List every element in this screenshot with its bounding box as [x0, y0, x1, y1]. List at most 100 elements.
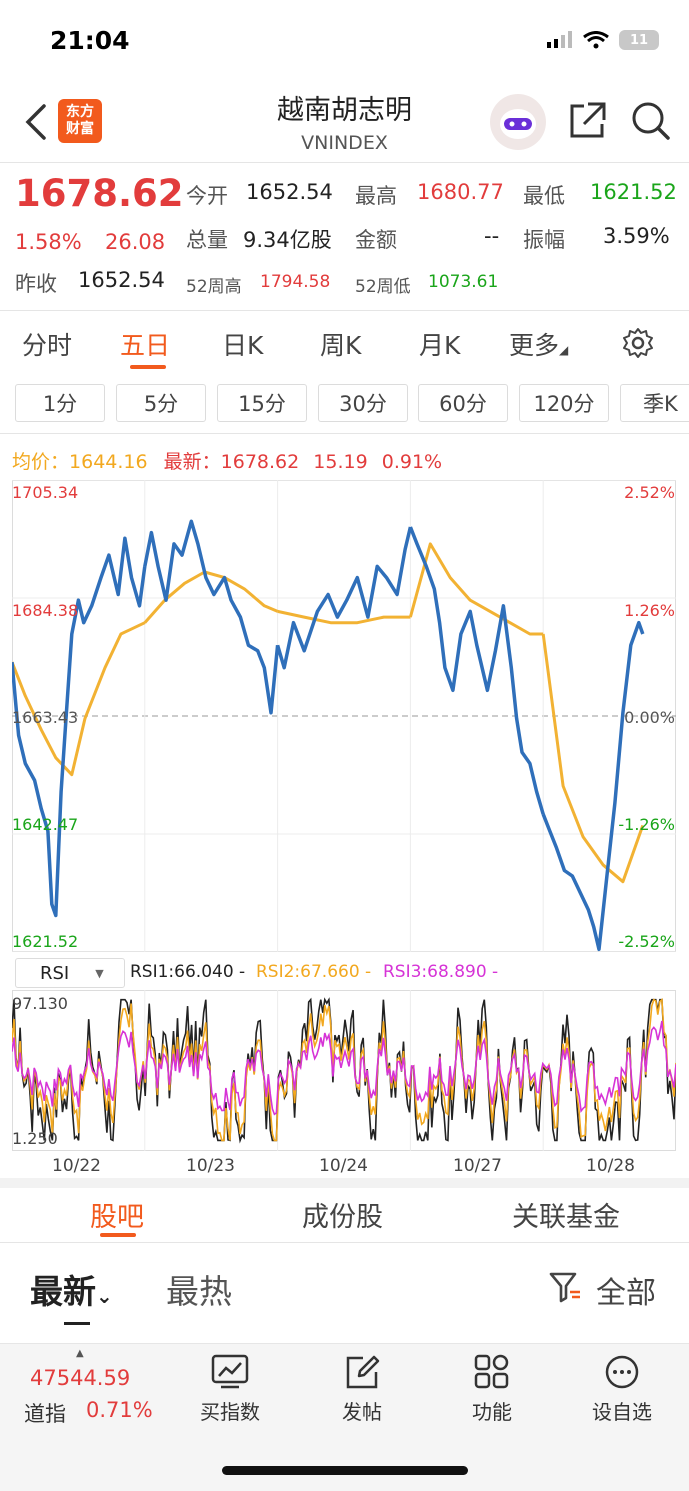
robot-icon — [500, 109, 536, 139]
tab-related-funds[interactable]: 关联基金 — [512, 1202, 620, 1233]
quote-divider — [0, 310, 689, 311]
amplitude-label: 振幅 — [523, 228, 565, 252]
date-label: 10/22 — [52, 1156, 101, 1176]
price-chart — [12, 480, 676, 952]
indicator-select[interactable]: RSI ▼ — [15, 958, 125, 988]
dow-percent: 0.71% — [86, 1398, 153, 1422]
low-value: 1621.52 — [590, 180, 677, 204]
tab-constituents[interactable]: 成份股 — [302, 1202, 383, 1233]
y-tick-top: 1705.34 — [12, 483, 79, 502]
sort-hot[interactable]: 最热 — [166, 1272, 232, 1311]
change-value: 26.08 — [105, 230, 166, 254]
status-time: 21:04 — [50, 26, 130, 55]
edit-icon — [346, 1355, 380, 1389]
w52-high-value: 1794.58 — [260, 272, 331, 292]
avg-price-line — [408, 542, 544, 636]
filter-icon[interactable] — [548, 1270, 582, 1304]
rsi2-line — [12, 998, 676, 1142]
forum-tab-indicator — [100, 1233, 136, 1237]
tab-five-day[interactable]: 五日 — [120, 331, 171, 360]
tab-intraday[interactable]: 分时 — [22, 331, 73, 360]
prev-close-label: 昨收 — [15, 272, 57, 296]
amplitude-value: 3.59% — [603, 224, 670, 248]
pct-tick-lower: -1.26% — [618, 815, 675, 834]
dropdown-triangle-icon: ▼ — [95, 966, 104, 980]
date-label: 10/23 — [186, 1156, 235, 1176]
nav-watchlist-label: 设自选 — [592, 1400, 652, 1424]
high-value: 1680.77 — [417, 180, 504, 204]
date-label: 10/24 — [319, 1156, 368, 1176]
active-tab-indicator — [130, 365, 166, 369]
interval-quarter-k[interactable]: 季K — [620, 384, 689, 422]
share-icon[interactable] — [566, 100, 608, 142]
back-icon[interactable] — [22, 100, 50, 144]
filter-all-label[interactable]: 全部 — [596, 1276, 656, 1311]
home-indicator — [222, 1466, 468, 1475]
pct-tick-bottom: -2.52% — [618, 932, 675, 951]
avg-value: 1644.16 — [69, 451, 148, 473]
date-label: 10/28 — [586, 1156, 635, 1176]
tab-daily-k[interactable]: 日K — [222, 331, 264, 360]
caret-down-icon: ◢ — [559, 343, 569, 357]
app-logo: 东方 财富 — [58, 99, 102, 143]
tabs-divider — [0, 1242, 689, 1243]
chart-info-line: 均价：1644.16 最新：1678.62 15.19 0.91% — [12, 447, 442, 474]
logo-line2: 财富 — [66, 121, 94, 137]
open-value: 1652.54 — [246, 180, 333, 204]
date-label: 10/27 — [453, 1156, 502, 1176]
latest-label: 最新： — [163, 451, 221, 473]
interval-1min[interactable]: 1分 — [15, 384, 105, 422]
sort-latest-label: 最新 — [30, 1272, 96, 1311]
rsi-tick-bottom: 1.250 — [12, 1129, 58, 1148]
rsi1-line — [12, 997, 676, 1144]
signal-icon — [547, 31, 572, 48]
nav-post-label: 发帖 — [342, 1400, 382, 1424]
interval-60min[interactable]: 60分 — [418, 384, 508, 422]
interval-divider — [0, 433, 689, 434]
change-percent: 1.58% — [15, 230, 82, 254]
interval-120min[interactable]: 120分 — [519, 384, 609, 422]
w52-low-label: 52周低 — [355, 277, 411, 297]
avg-label: 均价： — [12, 451, 70, 473]
y-tick-bottom: 1621.52 — [12, 932, 79, 951]
volume-value: 9.34亿股 — [243, 228, 332, 252]
rsi-tick-top: 97.130 — [12, 994, 68, 1013]
amount-value: -- — [484, 224, 500, 248]
nav-add-watchlist[interactable]: 设自选 — [572, 1354, 672, 1425]
tab-weekly-k[interactable]: 周K — [320, 331, 362, 360]
price-line — [143, 519, 280, 715]
dow-label: 道指 — [24, 1402, 66, 1426]
search-icon[interactable] — [630, 100, 672, 142]
logo-line1: 东方 — [66, 104, 94, 120]
section-separator — [0, 1178, 689, 1188]
nav-buy-index[interactable]: 买指数 — [180, 1354, 280, 1425]
up-arrow-icon: ▲ — [76, 1348, 84, 1359]
w52-high-label: 52周高 — [186, 277, 242, 297]
interval-5min[interactable]: 5分 — [116, 384, 206, 422]
tab-more-label: 更多 — [509, 331, 560, 360]
robot-avatar[interactable] — [490, 94, 546, 150]
chevron-down-icon: ⌄ — [96, 1284, 113, 1308]
pct-tick-top: 2.52% — [624, 483, 675, 502]
interval-15min[interactable]: 15分 — [217, 384, 307, 422]
rsi3-line — [12, 1020, 676, 1116]
prev-close-value: 1652.54 — [78, 268, 165, 292]
nav-buy-index-label: 买指数 — [200, 1400, 260, 1424]
tab-more[interactable]: 更多◢ — [509, 326, 568, 362]
last-price: 1678.62 — [15, 172, 184, 215]
nav-post[interactable]: 发帖 — [312, 1354, 412, 1425]
battery-icon: 11 — [619, 30, 659, 50]
more-circle-icon — [605, 1355, 639, 1389]
tab-forum[interactable]: 股吧 — [90, 1202, 144, 1233]
pct-tick-base: 0.00% — [624, 708, 675, 727]
settings-gear-icon[interactable] — [622, 327, 654, 359]
latest-value: 1678.62 — [220, 451, 300, 473]
tab-monthly-k[interactable]: 月K — [419, 331, 461, 360]
wifi-icon — [583, 31, 609, 49]
rsi1-legend: RSI1:66.040 - — [130, 962, 246, 982]
nav-functions[interactable]: 功能 — [442, 1354, 542, 1425]
high-label: 最高 — [355, 184, 397, 208]
rsi-chart — [12, 990, 676, 1151]
interval-30min[interactable]: 30分 — [318, 384, 408, 422]
sort-latest[interactable]: 最新⌄ — [30, 1265, 113, 1313]
